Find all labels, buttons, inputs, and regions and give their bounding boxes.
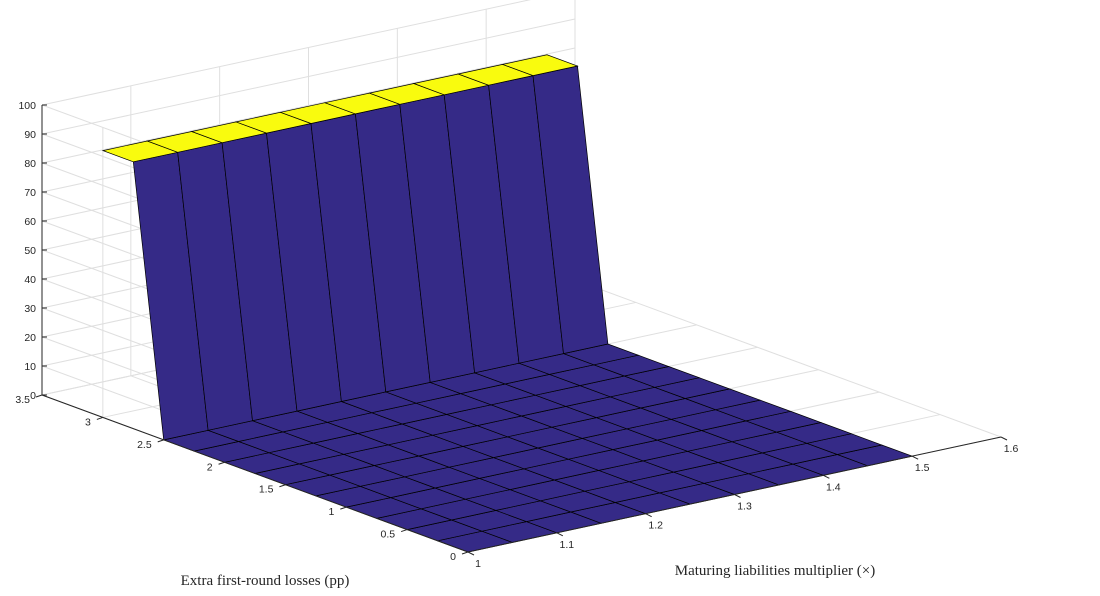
z-tick-label: 70 xyxy=(24,187,36,199)
z-tick-label: 20 xyxy=(24,332,36,344)
x-tick xyxy=(556,532,564,537)
grid-line xyxy=(574,279,1002,438)
x-axis-label: Maturing liabilities multiplier (×) xyxy=(675,563,876,579)
y-tick-label: 0 xyxy=(450,551,456,563)
y-tick xyxy=(157,439,164,443)
x-tick xyxy=(911,455,919,460)
z-tick-label: 90 xyxy=(24,129,36,141)
x-tick xyxy=(1000,436,1008,441)
x-tick-label: 1.4 xyxy=(826,481,841,493)
grid-line xyxy=(41,18,576,135)
x-tick xyxy=(734,494,741,498)
y-tick xyxy=(461,551,469,555)
z-tick-label: 30 xyxy=(24,303,36,315)
y-tick xyxy=(400,529,408,533)
axes: 11.11.21.31.41.51.600.511.522.533.5 01020… xyxy=(15,100,1018,570)
y-tick xyxy=(218,461,225,465)
y-tick xyxy=(96,416,104,420)
y-tick-label: 1.5 xyxy=(259,484,274,496)
surface-patch xyxy=(501,54,579,76)
grid-line xyxy=(41,47,576,164)
z-tick-label: 100 xyxy=(18,100,36,112)
x-tick-label: 1.6 xyxy=(1004,443,1019,455)
surface xyxy=(101,54,914,553)
y-tick xyxy=(35,394,43,398)
y-tick-label: 1 xyxy=(328,506,334,518)
x-tick-label: 1.2 xyxy=(648,520,663,532)
y-tick xyxy=(279,484,286,488)
z-tick-label: 80 xyxy=(24,158,36,170)
x-tick-label: 1 xyxy=(475,558,481,570)
z-tick-label: 50 xyxy=(24,245,36,257)
x-tick xyxy=(467,551,475,556)
x-tick-label: 1.5 xyxy=(915,462,930,474)
y-tick-label: 0.5 xyxy=(381,529,396,541)
x-tick-label: 1.1 xyxy=(560,539,575,551)
z-tick-label: 0 xyxy=(30,390,36,402)
y-tick-label: 2 xyxy=(207,461,213,473)
x-tick xyxy=(645,513,652,518)
y-axis-label: Extra first-round losses (pp) xyxy=(181,573,350,589)
z-tick-label: 10 xyxy=(24,361,36,373)
z-tick-label: 40 xyxy=(24,274,36,286)
y-axis-line xyxy=(41,394,469,553)
y-tick-label: 3 xyxy=(85,416,91,428)
x-tick xyxy=(823,474,830,479)
y-tick-label: 3.5 xyxy=(15,394,30,406)
x-tick-label: 1.3 xyxy=(737,501,752,513)
y-tick xyxy=(340,506,347,510)
grid-line xyxy=(41,0,532,106)
y-tick-label: 2.5 xyxy=(137,439,152,451)
z-tick-label: 60 xyxy=(24,216,36,228)
